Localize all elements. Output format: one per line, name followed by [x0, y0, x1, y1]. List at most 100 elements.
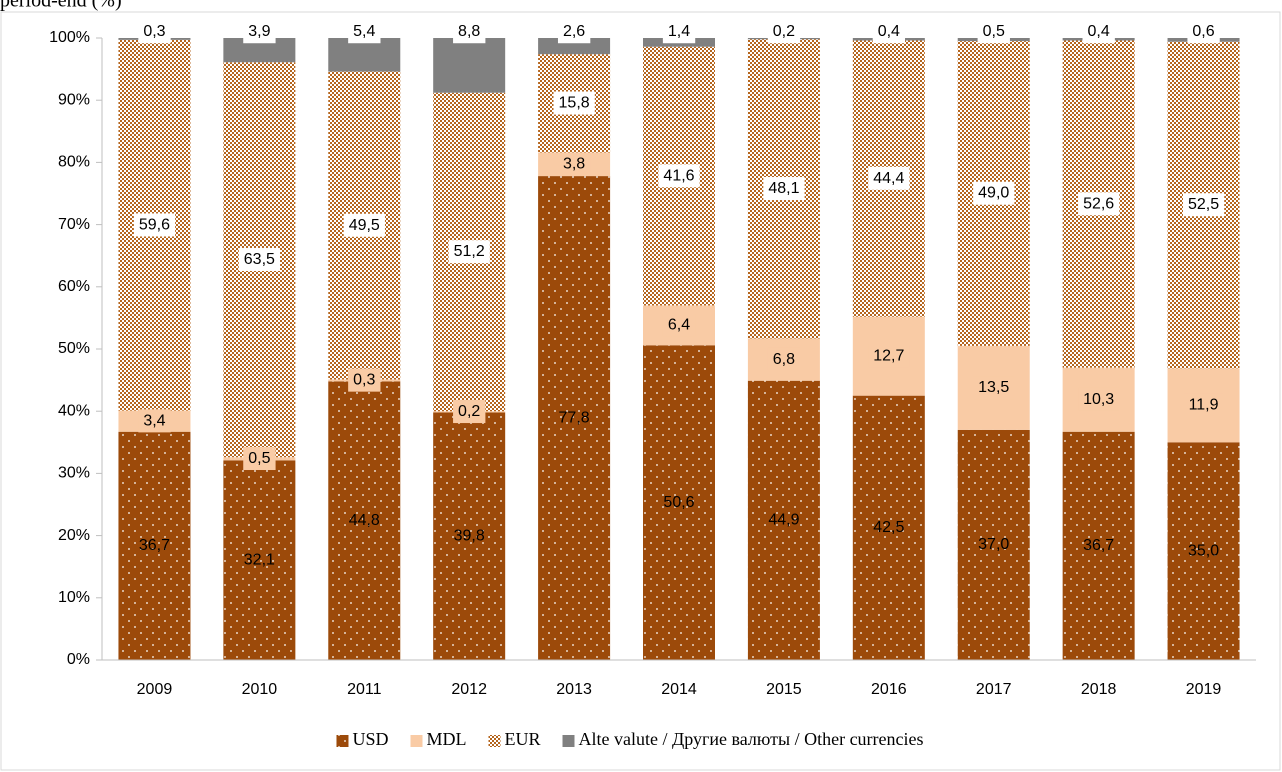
x-tick-label: 2014 [661, 681, 697, 698]
label-box [973, 376, 1015, 400]
x-tick-label: 2013 [556, 681, 592, 698]
data-label: 44,8 [349, 512, 380, 529]
label-box [557, 20, 591, 44]
bar-segment [538, 176, 611, 661]
data-label: 35,0 [1188, 542, 1219, 559]
chart-title: period-end (%) [0, 0, 122, 12]
data-label: 11,9 [1189, 397, 1219, 414]
bar-segment [747, 380, 820, 660]
data-label: 41,6 [663, 167, 694, 184]
y-tick-label: 30% [58, 465, 90, 482]
label-box [243, 447, 276, 471]
data-label: 0,2 [458, 403, 480, 420]
legend-swatch [336, 735, 349, 747]
x-tick-label: 2018 [1081, 681, 1117, 698]
legend-swatch [488, 735, 501, 747]
data-label: 63,5 [244, 251, 275, 268]
label-box [453, 400, 486, 424]
y-tick-label: 60% [58, 278, 90, 295]
x-tick-label: 2019 [1186, 681, 1222, 698]
x-tick-label: 2016 [871, 681, 907, 698]
bar-segment [433, 412, 506, 660]
data-label: 0,5 [983, 23, 1005, 40]
data-label: 5,4 [353, 23, 375, 40]
y-tick-label: 80% [58, 154, 90, 171]
x-tick-label: 2009 [137, 681, 173, 698]
label-box [868, 344, 910, 368]
label-box [133, 213, 176, 237]
data-label: 39,8 [454, 527, 485, 544]
data-label: 49,5 [349, 217, 380, 234]
bar-segment [1167, 442, 1240, 660]
legend-swatch [410, 735, 423, 747]
bar-segment [328, 381, 401, 660]
legend-swatch [562, 735, 575, 747]
x-tick-label: 2011 [347, 681, 382, 698]
data-label: 48,1 [768, 180, 799, 197]
data-label: 0,5 [248, 450, 270, 467]
data-label: 36,7 [139, 537, 170, 554]
data-label: 10,3 [1083, 391, 1114, 408]
data-label: 44,9 [768, 512, 799, 529]
bar-segment [643, 345, 715, 660]
x-tick-label: 2015 [766, 681, 802, 698]
x-tick-label: 2012 [451, 681, 487, 698]
label-box [868, 166, 910, 190]
y-tick-label: 20% [58, 527, 90, 544]
y-tick-label: 100% [49, 29, 90, 46]
label-box [348, 368, 381, 392]
data-label: 0,2 [773, 23, 795, 40]
label-box [1078, 192, 1120, 216]
data-label: 2,6 [563, 23, 585, 40]
label-box [662, 313, 696, 337]
data-label: 3,8 [563, 155, 585, 172]
data-label: 8,8 [458, 23, 480, 40]
bar-segment [957, 429, 1030, 660]
data-label: 77,8 [559, 409, 590, 426]
data-label: 3,4 [143, 412, 165, 429]
label-box [658, 164, 700, 188]
label-box [138, 20, 171, 44]
bar-segment [223, 460, 296, 660]
label-box [343, 213, 385, 237]
label-box [977, 20, 1010, 44]
legend-label: MDL [427, 729, 467, 749]
label-box [767, 20, 801, 44]
x-tick-label: 2017 [976, 681, 1012, 698]
y-tick-label: 40% [58, 402, 90, 419]
y-tick-label: 70% [58, 216, 90, 233]
frame [0, 11, 1281, 771]
data-label: 12,7 [873, 347, 904, 364]
data-label: 1,4 [668, 23, 690, 40]
data-label: 49,0 [978, 185, 1009, 202]
y-tick-label: 10% [58, 589, 90, 606]
data-label: 3,9 [248, 23, 270, 40]
label-box [763, 177, 805, 201]
data-label: 0,4 [1088, 23, 1110, 40]
data-label: 51,2 [454, 243, 485, 260]
data-label: 6,8 [773, 351, 795, 368]
bar-segment [328, 38, 401, 72]
data-label: 42,5 [873, 519, 904, 536]
bar-segment [1062, 431, 1135, 660]
data-label: 32,1 [244, 551, 275, 568]
bar-segment [118, 431, 191, 660]
data-label: 13,5 [978, 379, 1009, 396]
label-box [553, 91, 595, 115]
data-label: 50,6 [663, 494, 694, 511]
legend-label: EUR [505, 729, 541, 749]
y-tick-label: 50% [58, 340, 90, 357]
data-label: 15,8 [559, 95, 590, 112]
label-box [662, 20, 696, 44]
label-box [453, 20, 486, 44]
data-label: 52,5 [1188, 196, 1219, 213]
label-box [1082, 20, 1115, 44]
label-box [448, 240, 490, 264]
data-label: 36,7 [1083, 537, 1114, 554]
label-box [348, 20, 381, 44]
label-box [767, 347, 801, 371]
label-box [1187, 20, 1220, 44]
data-label: 44,4 [873, 170, 904, 187]
x-tick-label: 2010 [242, 681, 278, 698]
label-box [557, 152, 591, 176]
